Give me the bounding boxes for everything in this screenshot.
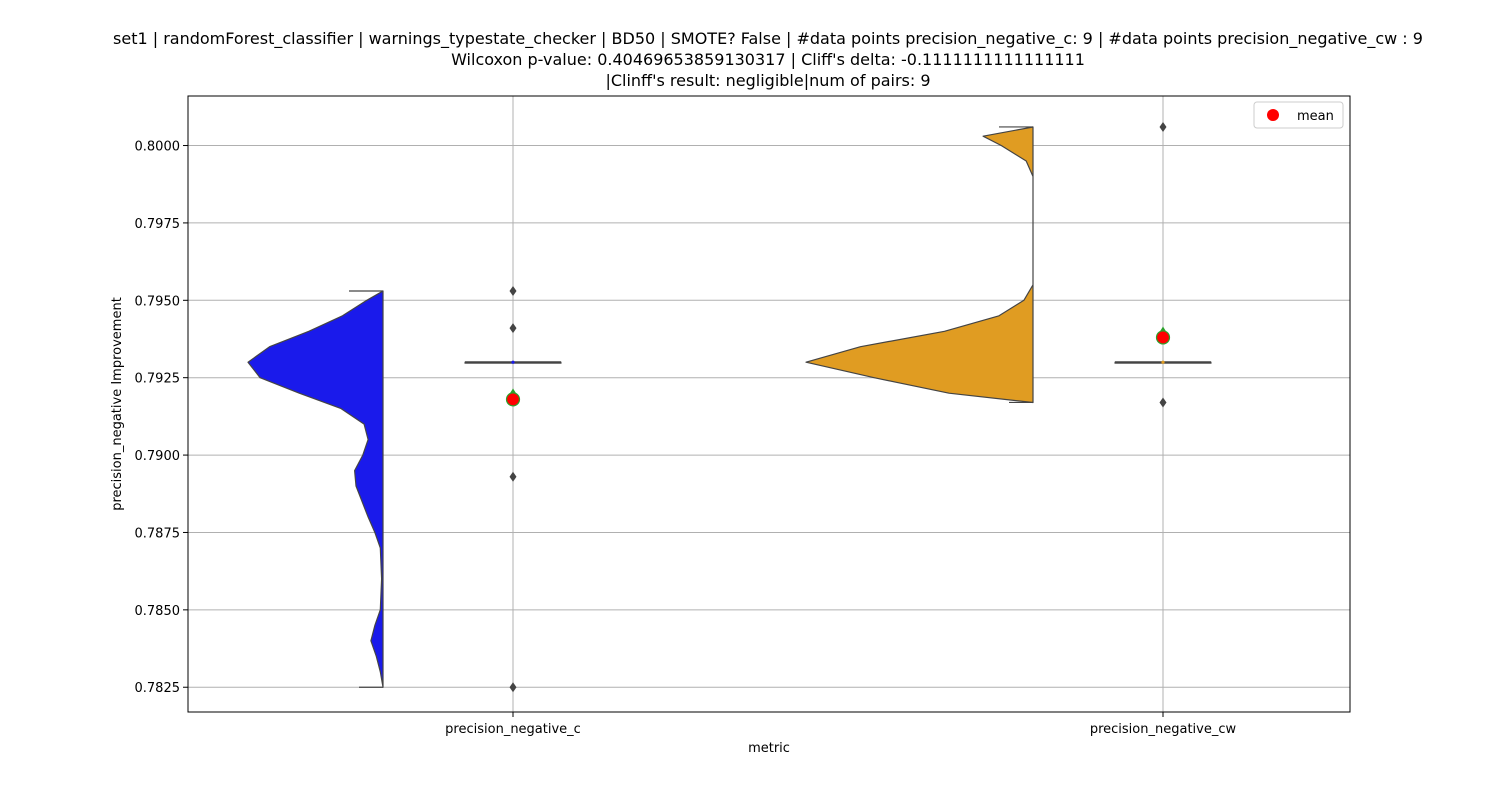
outlier-point xyxy=(509,682,517,693)
plot-frame xyxy=(187,95,1351,713)
violins xyxy=(247,126,1034,688)
y-tick-label: 0.7925 xyxy=(135,372,181,387)
legend-mean-marker xyxy=(1267,109,1279,121)
y-tick-label: 0.8000 xyxy=(135,140,181,155)
chart-title-line-2: Wilcoxon p-value: 0.40469653859130317 | … xyxy=(451,50,1085,69)
outlier-point xyxy=(1159,121,1167,132)
axes: 0.7825 0.7850 0.7875 0.7900 0.7925 0.7950 0.79… xyxy=(135,140,1237,737)
y-tick-label: 0.7875 xyxy=(135,526,181,541)
violin-precision_negative_cw xyxy=(805,126,1034,404)
outlier-point xyxy=(509,286,517,297)
median-dot xyxy=(511,360,515,364)
mean-marker xyxy=(505,392,521,407)
x-tick-label: precision_negative_c xyxy=(445,722,581,737)
points xyxy=(505,121,1171,693)
outlier-point xyxy=(509,323,517,334)
outlier-point xyxy=(509,471,517,482)
x-tick-label: precision_negative_cw xyxy=(1090,722,1237,737)
legend-label-mean: mean xyxy=(1297,109,1334,124)
mean-marker xyxy=(1155,330,1171,345)
y-tick-label: 0.7900 xyxy=(135,449,181,464)
y-axis-label: precision_negative Improvement xyxy=(110,297,125,511)
chart-title-line-3: |Clinff's result: negligible|num of pair… xyxy=(605,71,931,90)
legend: mean xyxy=(1253,101,1344,129)
violin-precision_negative_c xyxy=(247,290,384,688)
median-dot xyxy=(1161,360,1165,364)
x-axis-label: metric xyxy=(748,741,790,756)
box-plots xyxy=(464,360,1212,364)
y-tick-label: 0.7825 xyxy=(135,681,181,696)
chart-title: set1 | randomForest_classifier | warning… xyxy=(0,28,1500,91)
y-tick-label: 0.7850 xyxy=(135,604,181,619)
y-tick-label: 0.7950 xyxy=(135,294,181,309)
outlier-point xyxy=(1159,397,1167,408)
y-tick-label: 0.7975 xyxy=(135,217,181,232)
legend-box xyxy=(1253,101,1344,129)
chart-title-line-1: set1 | randomForest_classifier | warning… xyxy=(113,29,1423,48)
